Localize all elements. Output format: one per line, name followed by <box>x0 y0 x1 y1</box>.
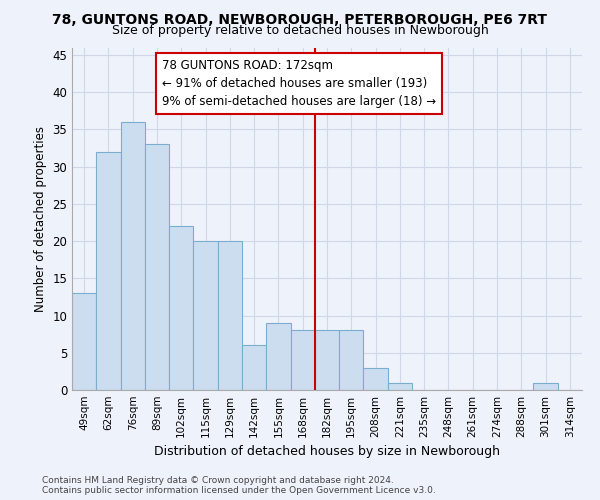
Y-axis label: Number of detached properties: Number of detached properties <box>34 126 47 312</box>
X-axis label: Distribution of detached houses by size in Newborough: Distribution of detached houses by size … <box>154 446 500 458</box>
Bar <box>315 330 339 390</box>
Bar <box>388 382 412 390</box>
Text: Size of property relative to detached houses in Newborough: Size of property relative to detached ho… <box>112 24 488 37</box>
Bar <box>339 330 364 390</box>
Bar <box>169 226 193 390</box>
Bar <box>96 152 121 390</box>
Bar <box>533 382 558 390</box>
Bar <box>72 293 96 390</box>
Bar <box>242 346 266 390</box>
Bar <box>145 144 169 390</box>
Bar <box>193 241 218 390</box>
Text: 78, GUNTONS ROAD, NEWBOROUGH, PETERBOROUGH, PE6 7RT: 78, GUNTONS ROAD, NEWBOROUGH, PETERBOROU… <box>53 12 548 26</box>
Bar <box>290 330 315 390</box>
Bar <box>266 323 290 390</box>
Text: 78 GUNTONS ROAD: 172sqm
← 91% of detached houses are smaller (193)
9% of semi-de: 78 GUNTONS ROAD: 172sqm ← 91% of detache… <box>162 58 436 108</box>
Bar <box>218 241 242 390</box>
Text: Contains HM Land Registry data © Crown copyright and database right 2024.
Contai: Contains HM Land Registry data © Crown c… <box>42 476 436 495</box>
Bar <box>364 368 388 390</box>
Bar <box>121 122 145 390</box>
